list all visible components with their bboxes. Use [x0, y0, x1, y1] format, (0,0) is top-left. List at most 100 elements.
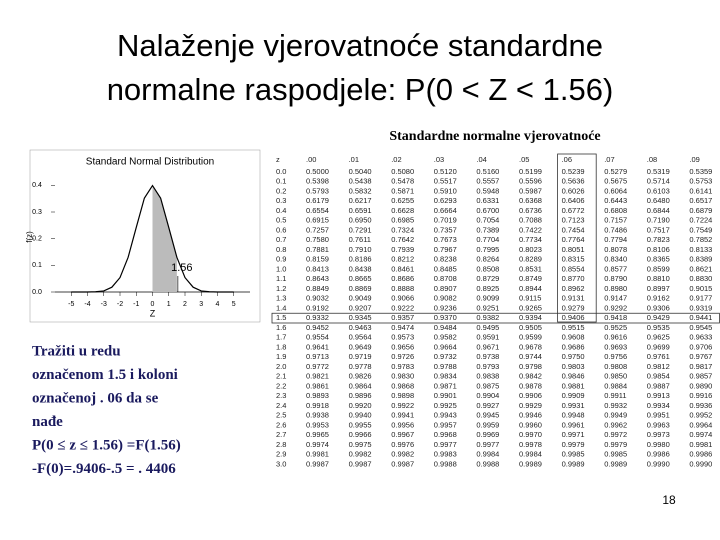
table-cell: 0.8159 [306, 255, 329, 264]
table-cell: 0.5557 [476, 177, 499, 186]
table-cell: 0.9966 [349, 430, 372, 439]
table-cell: 0.9979 [562, 440, 585, 449]
table-cell: 0.9306 [647, 303, 670, 312]
x-tick-label: -3 [101, 301, 107, 308]
table-cell: 0.5832 [349, 186, 372, 195]
table-cell: 0.6331 [476, 196, 499, 205]
table-cell: 0.6293 [434, 196, 457, 205]
table-cell: 0.5948 [476, 186, 499, 195]
table-cell: 0.8944 [519, 284, 542, 293]
table-cell: 0.6103 [647, 186, 670, 195]
table-cell: 0.7794 [604, 235, 627, 244]
title: Nalaženje vjerovatnoće standardne [117, 28, 603, 63]
table-cell: 0.9920 [349, 401, 372, 410]
table-cell: 0.9713 [306, 352, 329, 361]
table-cell: 0.8264 [476, 255, 499, 264]
row-header: 2.9 [276, 450, 286, 459]
table-cell: 0.5714 [647, 177, 670, 186]
table-cell: 0.5319 [647, 167, 670, 176]
row-header: 2.1 [276, 372, 286, 381]
table-cell: 0.7611 [349, 235, 371, 244]
y-tick-label: 0.3 [32, 209, 42, 216]
table-cell: 0.8315 [562, 255, 585, 264]
table-title: Standardne normalne vjerovatnoće [389, 129, 600, 144]
table-cell: 0.8051 [562, 245, 585, 254]
table-cell: 0.7549 [689, 225, 712, 234]
table-cell: 0.5438 [349, 177, 372, 186]
title: normalne raspodjele: P(0 < Z < 1.56) [107, 72, 614, 107]
table-cell: 0.5636 [562, 177, 585, 186]
note-line: -F(0)=.9406-.5 = . 4406 [32, 461, 176, 477]
table-cell: 0.9767 [689, 352, 712, 361]
table-cell: 0.6026 [562, 186, 585, 195]
table-cell: 0.9115 [519, 294, 541, 303]
note-line: Tražiti u redu [32, 343, 121, 359]
table-cell: 0.6443 [604, 196, 627, 205]
column-header: .09 [689, 155, 699, 164]
table-cell: 0.9744 [519, 352, 542, 361]
table-cell: 0.9821 [306, 372, 329, 381]
table-cell: 0.9898 [391, 391, 414, 400]
x-tick-label: 0 [151, 301, 155, 308]
table-cell: 0.9332 [306, 313, 329, 322]
table-cell: 0.9974 [689, 430, 712, 439]
table-cell: 0.8212 [391, 255, 414, 264]
table-cell: 0.9990 [647, 459, 670, 468]
table-cell: 0.6064 [604, 186, 627, 195]
table-cell: 0.9893 [306, 391, 329, 400]
x-tick-label: 2 [183, 301, 187, 308]
table-cell: 0.9452 [306, 323, 329, 332]
table-cell: 0.8554 [562, 264, 585, 273]
table-cell: 0.9980 [647, 440, 670, 449]
column-header: .00 [306, 155, 316, 164]
table-cell: 0.6664 [434, 206, 457, 215]
table-cell: 0.9890 [689, 381, 712, 390]
table-cell: 0.9881 [562, 381, 585, 390]
table-cell: 0.9976 [391, 440, 414, 449]
table-cell: 0.9803 [562, 362, 585, 371]
table-cell: 0.9987 [349, 459, 372, 468]
table-cell: 0.7088 [519, 216, 542, 225]
table-cell: 0.9861 [306, 381, 329, 390]
table-cell: 0.7764 [562, 235, 585, 244]
table-cell: 0.9738 [476, 352, 499, 361]
table-cell: 0.9251 [476, 303, 499, 312]
table-cell: 0.7157 [604, 216, 627, 225]
table-cell: 0.9664 [434, 342, 457, 351]
table-cell: 0.9854 [647, 372, 670, 381]
table-cell: 0.9896 [349, 391, 372, 400]
table-cell: 0.9938 [306, 411, 329, 420]
table-cell: 0.9625 [647, 333, 670, 342]
table-cell: 0.9983 [434, 450, 457, 459]
table-cell: 0.9633 [689, 333, 712, 342]
table-cell: 0.9986 [689, 450, 712, 459]
table-cell: 0.7580 [306, 235, 329, 244]
table-cell: 0.9850 [604, 372, 627, 381]
table-cell: 0.9778 [349, 362, 372, 371]
table-cell: 0.9826 [349, 372, 372, 381]
table-cell: 0.9846 [562, 372, 585, 381]
table-cell: 0.9678 [519, 342, 542, 351]
table-cell: 0.9772 [306, 362, 329, 371]
table-cell: 0.9706 [689, 342, 712, 351]
x-tick-label: 3 [199, 301, 203, 308]
table-cell: 0.9582 [434, 333, 457, 342]
table-cell: 0.9961 [562, 420, 585, 429]
table-cell: 0.9726 [391, 352, 414, 361]
y-axis-label: f(z) [25, 231, 34, 243]
table-cell: 0.9049 [349, 294, 372, 303]
table-cell: 0.8133 [689, 245, 712, 254]
table-cell: 0.7967 [434, 245, 457, 254]
table-cell: 0.9985 [604, 450, 627, 459]
table-cell: 0.9798 [519, 362, 542, 371]
row-header: 0.0 [276, 167, 286, 176]
table-cell: 0.9608 [562, 333, 585, 342]
table-cell: 0.9394 [519, 313, 542, 322]
table-cell: 0.7190 [647, 216, 670, 225]
table-cell: 0.9932 [604, 401, 627, 410]
table-cell: 0.9927 [476, 401, 499, 410]
table-cell: 0.9032 [306, 294, 329, 303]
table-cell: 0.9382 [476, 313, 499, 322]
table-cell: 0.9968 [434, 430, 457, 439]
chart-title: Standard Normal Distribution [86, 157, 214, 168]
